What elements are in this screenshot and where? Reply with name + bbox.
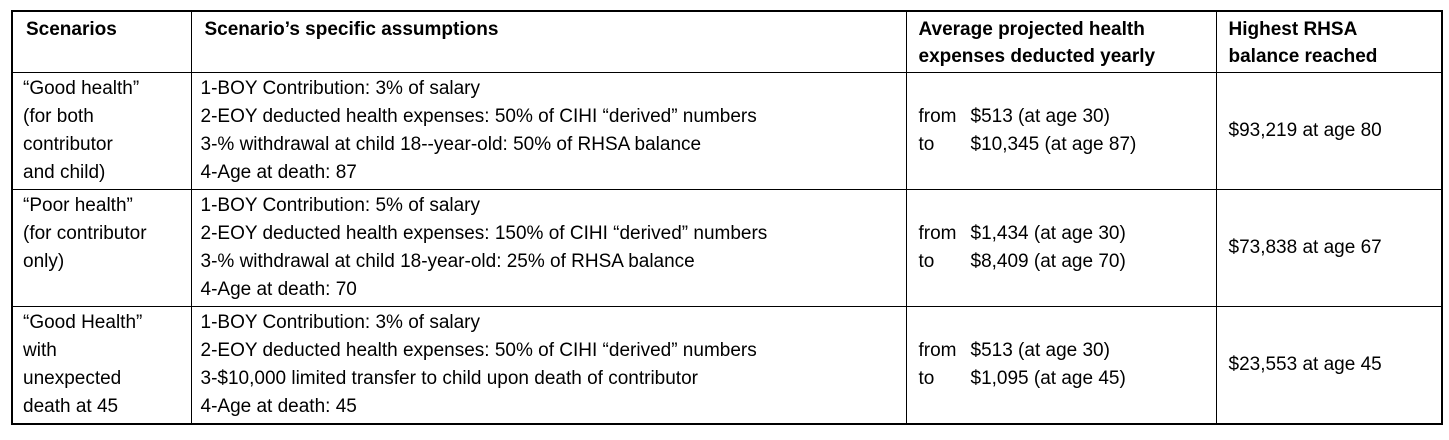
col-header-scenarios-label: Scenarios: [26, 19, 117, 40]
col-header-assumptions: Scenario’s specific assumptions: [190, 10, 907, 73]
expenses-to-label: to: [918, 134, 935, 155]
table-body: “Good health” (for both contributor and …: [11, 72, 1443, 425]
expenses-from-line: from $513 (at age 30): [919, 337, 1207, 365]
expenses-to-value: $10,345 (at age 87): [970, 134, 1137, 155]
expenses-from-label: from: [918, 106, 957, 127]
scenario-cell: “Good Health” with unexpected death at 4…: [11, 306, 192, 425]
highest-balance-value: $93,219 at age 80: [1228, 120, 1382, 141]
scenario-name: “Good health” (for both contributor and …: [23, 78, 140, 183]
highest-balance-value: $73,838 at age 67: [1228, 237, 1382, 258]
highest-balance-cell: $23,553 at age 45: [1215, 306, 1443, 425]
expenses-to-value: $1,095 (at age 45): [970, 368, 1126, 389]
scenario-name: “Poor health” (for contributor only): [23, 195, 147, 272]
table-row-poor-health: “Poor health” (for contributor only) 1-B…: [11, 189, 1443, 307]
expenses-to-line: to $1,095 (at age 45): [919, 365, 1207, 393]
assumptions-cell: 1-BOY Contribution: 3% of salary 2-EOY d…: [190, 306, 907, 425]
col-header-scenarios: Scenarios: [11, 10, 192, 73]
expenses-from-line: from $1,434 (at age 30): [919, 220, 1207, 248]
assumptions-cell: 1-BOY Contribution: 5% of salary 2-EOY d…: [190, 189, 907, 307]
table-row-good-health: “Good health” (for both contributor and …: [11, 72, 1443, 190]
highest-balance-cell: $73,838 at age 67: [1215, 189, 1443, 307]
expenses-from-value: $513 (at age 30): [970, 340, 1110, 361]
expenses-cell: from $1,434 (at age 30) to $8,409 (at age …: [905, 189, 1217, 307]
highest-balance-cell: $93,219 at age 80: [1215, 72, 1443, 190]
expenses-cell: from $513 (at age 30) to $10,345 (at age 8…: [905, 72, 1217, 190]
expenses-cell: from $513 (at age 30) to $1,095 (at age 45…: [905, 306, 1217, 425]
assumptions-list: 1-BOY Contribution: 3% of salary 2-EOY d…: [200, 312, 757, 417]
highest-balance-value: $23,553 at age 45: [1228, 354, 1382, 375]
col-header-expenses-label: Average projected health expenses deduct…: [918, 19, 1156, 67]
expenses-from-value: $513 (at age 30): [970, 106, 1110, 127]
expenses-to-line: to $8,409 (at age 70): [919, 248, 1207, 276]
scenario-name: “Good Health” with unexpected death at 4…: [23, 312, 143, 417]
scenario-cell: “Good health” (for both contributor and …: [11, 72, 192, 190]
assumptions-list: 1-BOY Contribution: 5% of salary 2-EOY d…: [200, 195, 768, 300]
table-header: Scenarios Scenario’s specific assumption…: [11, 10, 1443, 73]
col-header-highest-balance: Highest RHSA balance reached: [1215, 10, 1443, 73]
rhsa-scenarios-table: Scenarios Scenario’s specific assumption…: [11, 10, 1443, 425]
expenses-to-label: to: [918, 251, 935, 272]
col-header-highest-balance-label: Highest RHSA balance reached: [1228, 19, 1378, 67]
expenses-to-value: $8,409 (at age 70): [970, 251, 1126, 272]
scenario-cell: “Poor health” (for contributor only): [11, 189, 192, 307]
expenses-from-label: from: [918, 340, 957, 361]
col-header-expenses: Average projected health expenses deduct…: [905, 10, 1217, 73]
header-row: Scenarios Scenario’s specific assumption…: [11, 10, 1443, 73]
expenses-from-label: from: [918, 223, 957, 244]
expenses-to-label: to: [918, 368, 935, 389]
expenses-to-line: to $10,345 (at age 87): [919, 131, 1207, 159]
expenses-from-value: $1,434 (at age 30): [970, 223, 1126, 244]
col-header-assumptions-label: Scenario’s specific assumptions: [204, 19, 499, 40]
table-row-good-health-unexpected-death: “Good Health” with unexpected death at 4…: [11, 306, 1443, 425]
expenses-from-line: from $513 (at age 30): [919, 103, 1207, 131]
assumptions-cell: 1-BOY Contribution: 3% of salary 2-EOY d…: [190, 72, 907, 190]
assumptions-list: 1-BOY Contribution: 3% of salary 2-EOY d…: [200, 78, 757, 183]
